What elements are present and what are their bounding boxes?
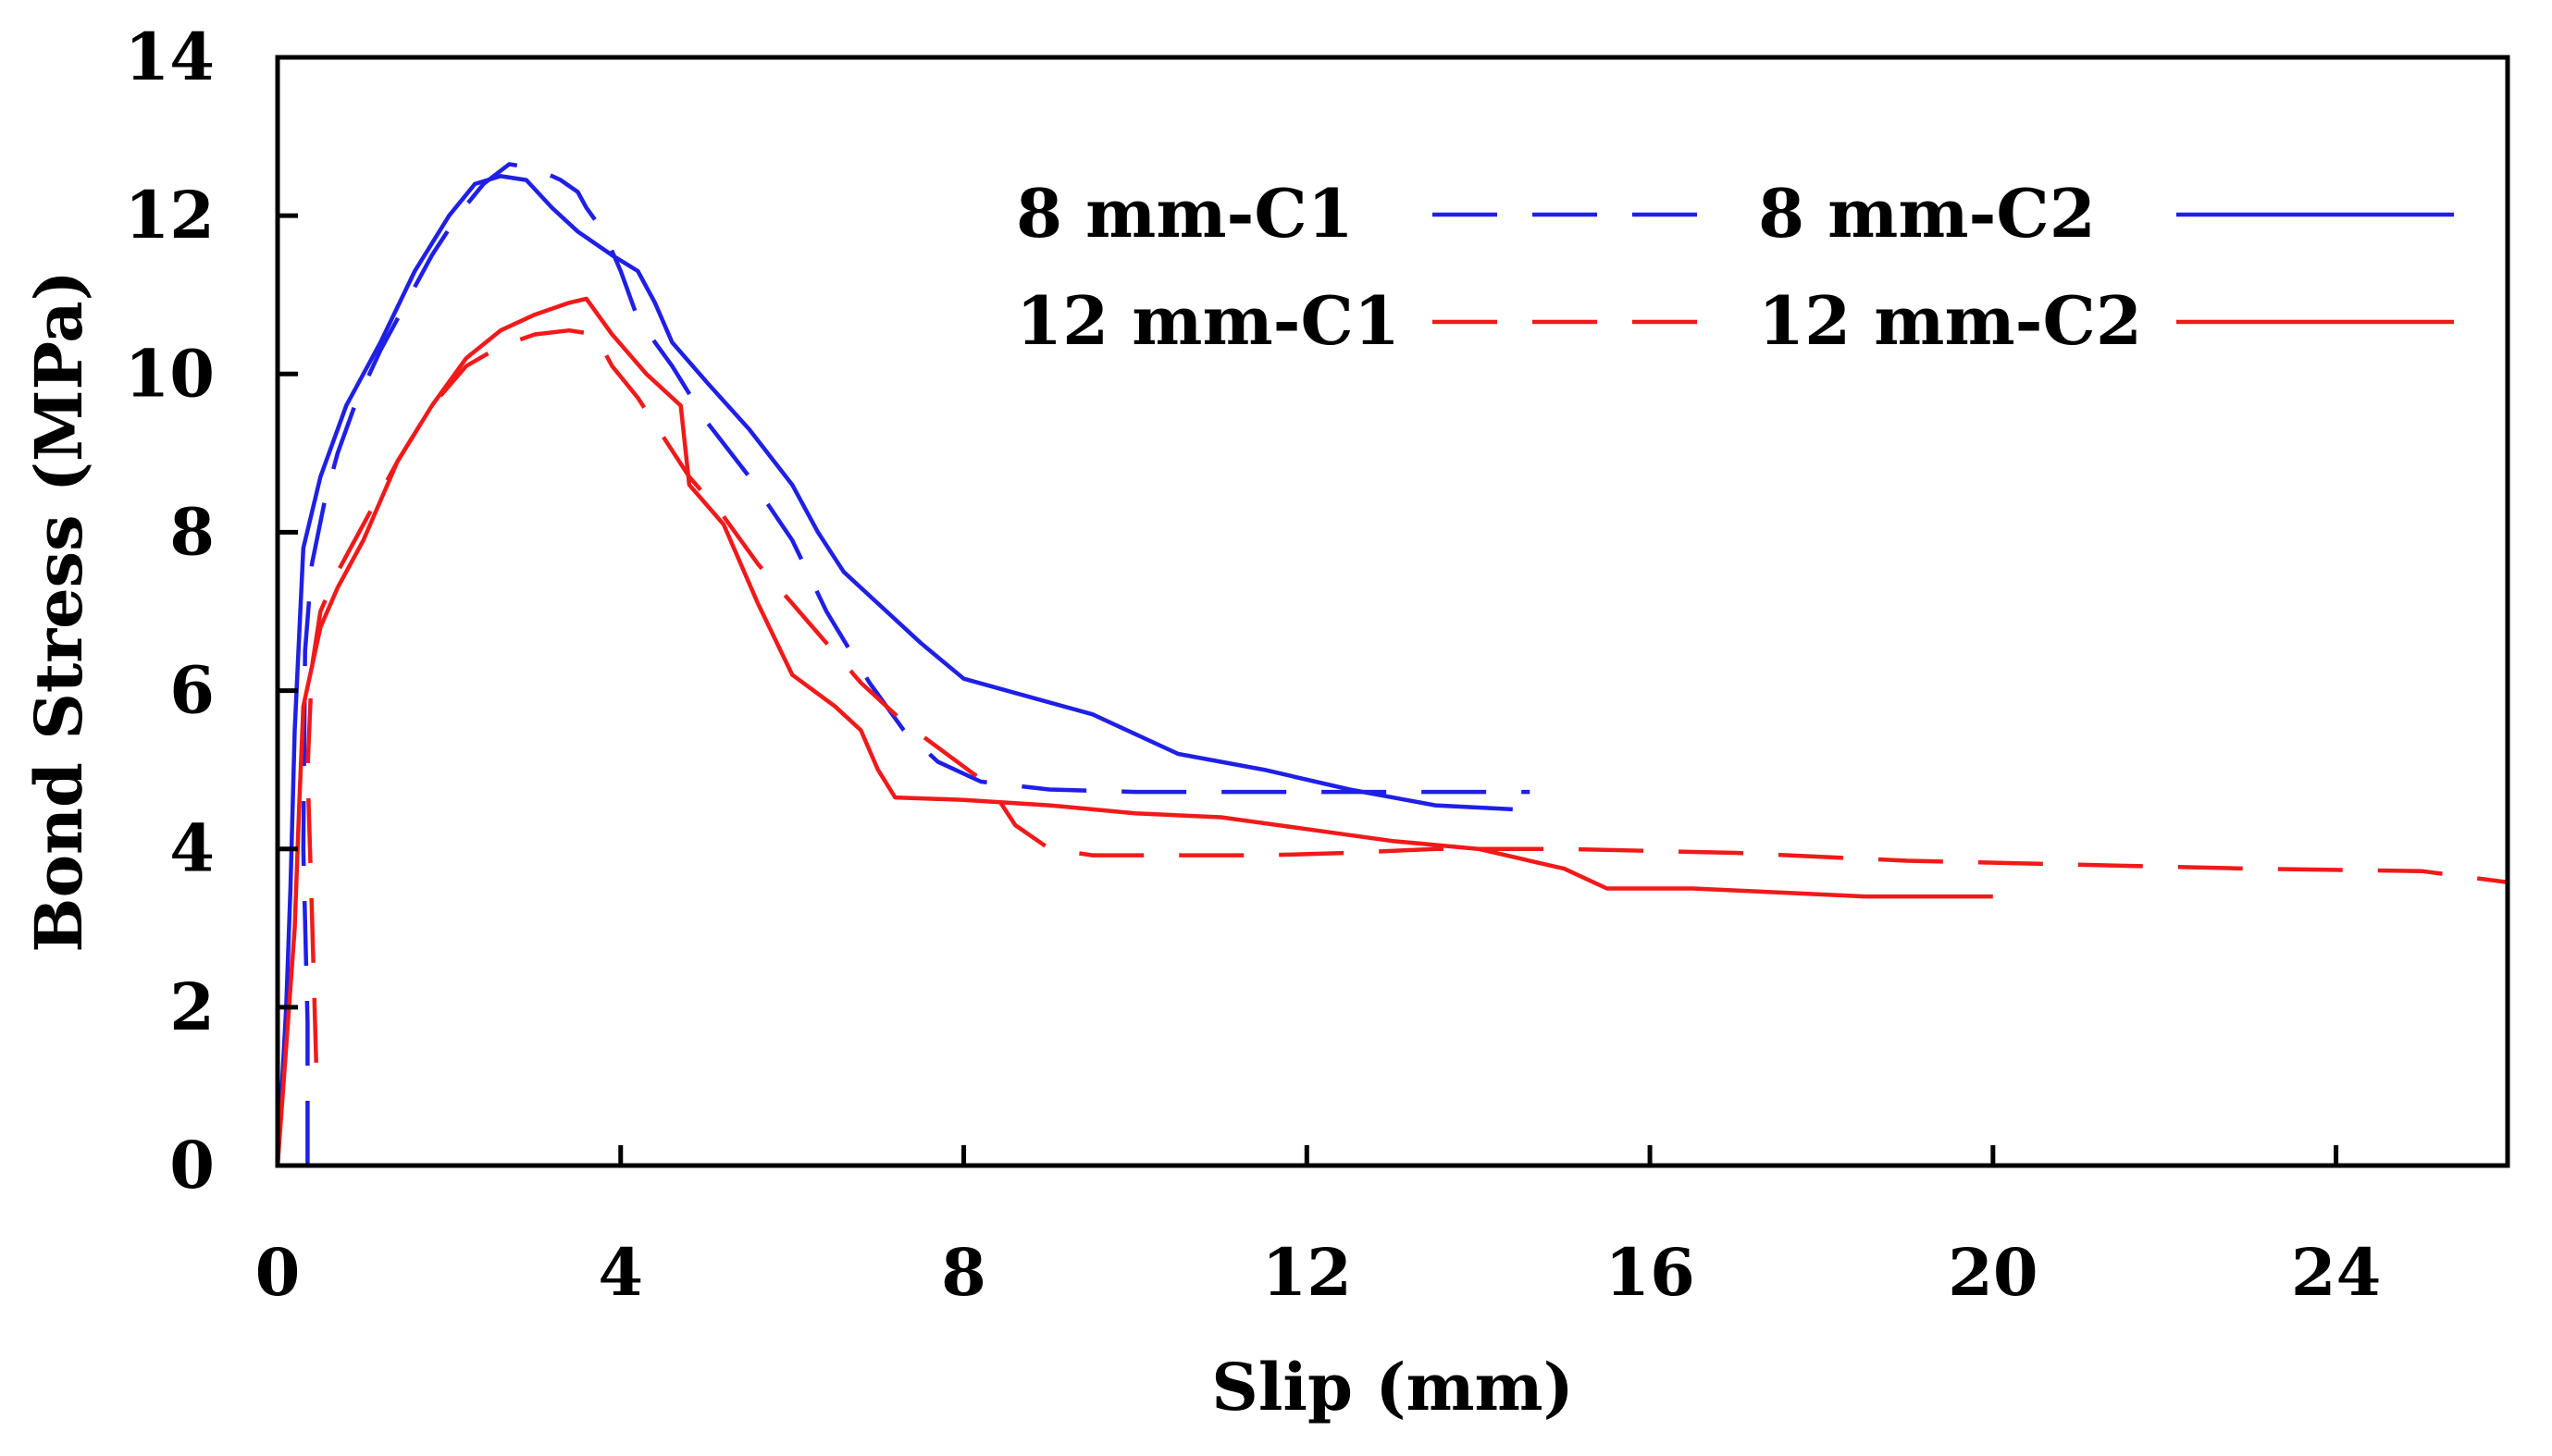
y-tick-label: 8: [169, 493, 215, 570]
y-tick-label: 2: [169, 969, 215, 1045]
y-tick-label: 14: [125, 19, 215, 95]
y-tick-label: 6: [169, 652, 215, 729]
x-tick-label: 20: [1948, 1234, 2038, 1311]
x-axis-title: Slip (mm): [1211, 1349, 1573, 1425]
y-tick-label: 0: [169, 1127, 215, 1203]
series-layer: [278, 162, 2508, 1166]
y-tick-label: 12: [125, 177, 215, 253]
series-line-8-mm-c1: [301, 162, 1530, 1166]
series-line-12-mm-c2: [278, 296, 1993, 1166]
series-line-8-mm-c2: [278, 174, 1513, 1166]
x-tick-label: 4: [598, 1234, 643, 1311]
plot-frame: [275, 55, 2510, 1168]
x-tick-label: 0: [255, 1234, 301, 1311]
x-tick-label: 12: [1262, 1234, 1352, 1311]
legend-label-12-mm-c2: 12 mm-C2: [1758, 281, 2142, 360]
legend: 8 mm-C1 8 mm-C2 12 mm-C1 12 mm-C2: [1016, 174, 2454, 360]
x-tick-label: 16: [1604, 1234, 1694, 1311]
y-axis-title: Bond Stress (MPa): [20, 270, 97, 952]
legend-label-12-mm-c1: 12 mm-C1: [1016, 281, 1400, 360]
legend-label-8-mm-c1: 8 mm-C1: [1016, 174, 1354, 253]
series-line-12-mm-c1: [305, 327, 2508, 1063]
y-tick-label: 10: [125, 335, 215, 412]
x-tick-label: 24: [2291, 1234, 2381, 1311]
legend-label-8-mm-c2: 8 mm-C2: [1758, 174, 2096, 253]
y-tick-label: 4: [169, 810, 215, 887]
x-tick-label: 8: [941, 1234, 986, 1311]
